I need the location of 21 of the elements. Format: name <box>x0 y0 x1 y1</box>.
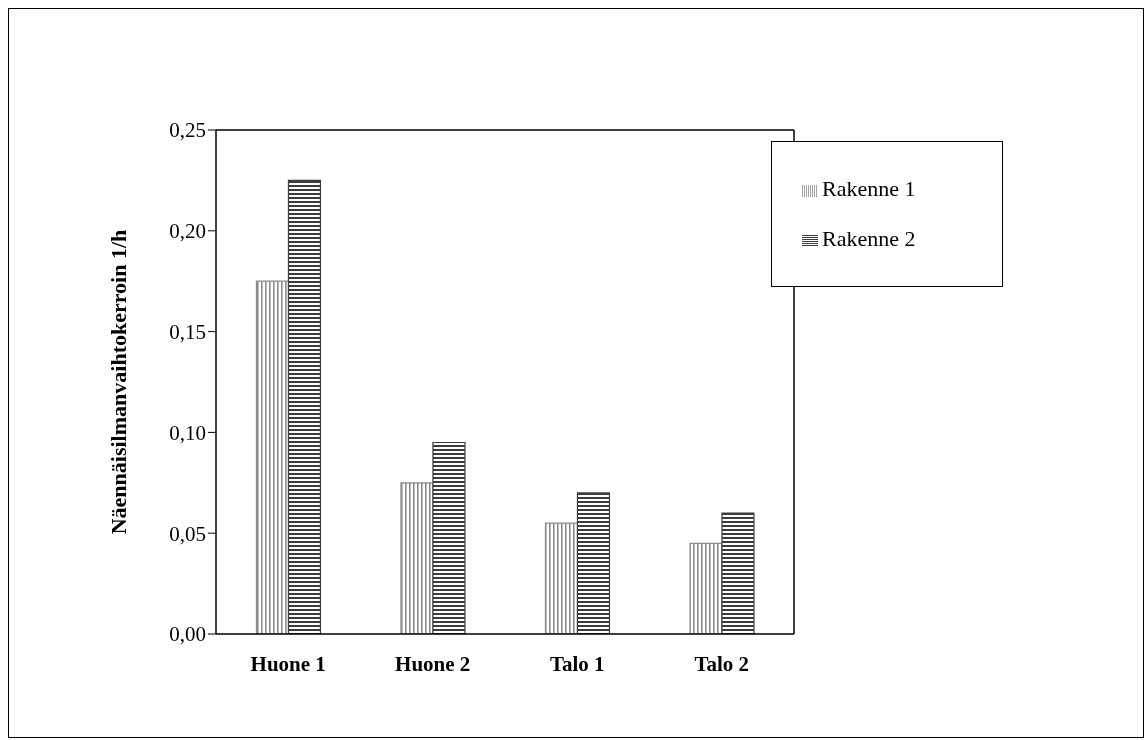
bar <box>689 542 723 634</box>
y-tick-label: 0,15 <box>169 320 206 345</box>
legend-label: Rakenne 1 <box>822 176 916 201</box>
x-tick-label: Huone 2 <box>395 651 471 676</box>
bar <box>721 512 755 634</box>
y-axis-title: Näennäisilmanvaihtokerroin 1/h <box>105 229 131 535</box>
bar <box>544 522 579 634</box>
y-tick-label: 0,00 <box>169 622 206 647</box>
bar <box>287 179 322 634</box>
y-tick-label: 0,20 <box>169 219 206 244</box>
x-tick-label: Huone 1 <box>250 651 326 676</box>
bar <box>576 492 611 634</box>
y-tick-label: 0,25 <box>169 118 206 143</box>
bar <box>400 482 434 634</box>
y-tick-label: 0,05 <box>169 521 206 546</box>
y-tick-label: 0,10 <box>169 420 206 445</box>
legend-label: Rakenne 2 <box>822 226 916 251</box>
bar <box>255 280 290 634</box>
x-tick-label: Talo 1 <box>549 651 605 676</box>
bar <box>432 441 466 634</box>
x-tick-label: Talo 2 <box>694 651 750 676</box>
